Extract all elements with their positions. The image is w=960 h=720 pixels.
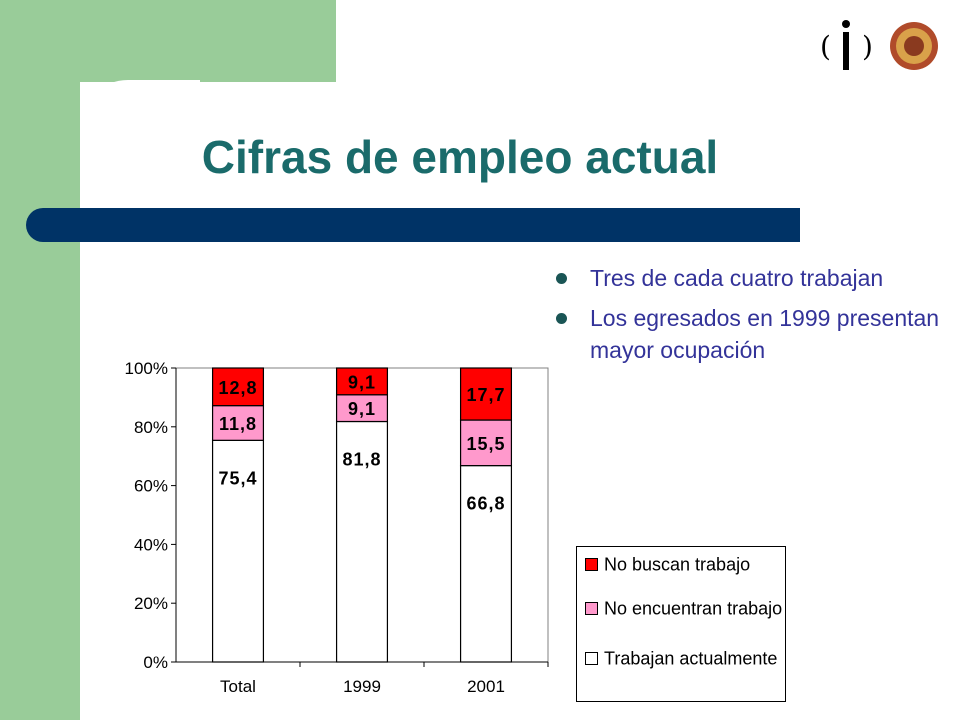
bar-segment (211, 367, 265, 407)
legend-swatch (585, 557, 598, 571)
x-tick-label: 1999 (343, 677, 381, 696)
y-tick-label: 60% (134, 477, 168, 496)
legend-item-no-buscan: No buscan trabajo (585, 551, 785, 576)
data-label: 9,1 (348, 372, 376, 392)
slide-title: Cifras de empleo actual (201, 131, 719, 183)
bar-segment (211, 405, 265, 441)
bar-segment (459, 465, 513, 663)
decor-green-left (0, 0, 80, 720)
legend-label: No encuentran trabajo (604, 598, 783, 619)
bar-segment (211, 439, 265, 663)
logo-paren-right: ) (862, 30, 873, 63)
bar-segment (335, 420, 389, 663)
data-label: 9,1 (348, 399, 376, 419)
data-label: 75,4 (218, 468, 257, 488)
legend-item-trabajan: Trabajan actualmente (585, 645, 785, 670)
legend-label: No buscan trabajo (604, 554, 751, 575)
bullet-dot-icon (556, 273, 567, 284)
legend-swatch (585, 601, 598, 615)
data-label: 12,8 (218, 378, 257, 398)
data-label: 15,5 (466, 434, 505, 454)
university-logo: ( ) (820, 20, 938, 70)
x-tick-label: Total (220, 677, 256, 696)
bullet-text: Los egresados en 1999 presentan mayor oc… (590, 305, 940, 363)
bar-segment (335, 367, 389, 396)
decor-white-corner (80, 80, 200, 200)
y-tick-label: 40% (134, 535, 168, 554)
legend-swatch (585, 651, 598, 665)
bullet-item: Tres de cada cuatro trabajan (552, 262, 952, 294)
chart-legend: No buscan trabajo No encuentran trabajo … (576, 546, 786, 702)
legend-label: Trabajan actualmente (604, 648, 778, 669)
seal-center-icon (904, 36, 924, 56)
logo-i-stem (843, 32, 849, 70)
bar-segment (459, 367, 513, 421)
y-tick-label: 100% (125, 359, 168, 378)
data-label: 81,8 (342, 450, 381, 470)
legend-item-no-encuentran: No encuentran trabajo (585, 595, 785, 620)
logo-i-dot (842, 20, 850, 28)
y-tick-label: 20% (134, 594, 168, 613)
x-tick-label: 2001 (467, 677, 505, 696)
stacked-bar-chart: 0% 20% 40% 60% 80% 100% 75,4 11,8 12,8 Total 81,8 9… (125, 359, 549, 696)
bar-segment (459, 419, 513, 467)
bullet-text: Tres de cada cuatro trabajan (590, 265, 884, 291)
data-label: 17,7 (466, 385, 505, 405)
bar-segment (335, 394, 389, 423)
bullet-list: Tres de cada cuatro trabajan Los egresad… (552, 262, 952, 374)
data-label: 11,8 (219, 414, 257, 434)
y-tick-label: 80% (134, 418, 168, 437)
logo-paren-left: ( (820, 30, 831, 63)
data-label: 66,8 (466, 494, 505, 514)
title-underline-band (26, 208, 800, 242)
bullet-dot-icon (556, 313, 567, 324)
y-tick-label: 0% (143, 653, 168, 672)
bullet-item: Los egresados en 1999 presentan mayor oc… (552, 302, 952, 366)
